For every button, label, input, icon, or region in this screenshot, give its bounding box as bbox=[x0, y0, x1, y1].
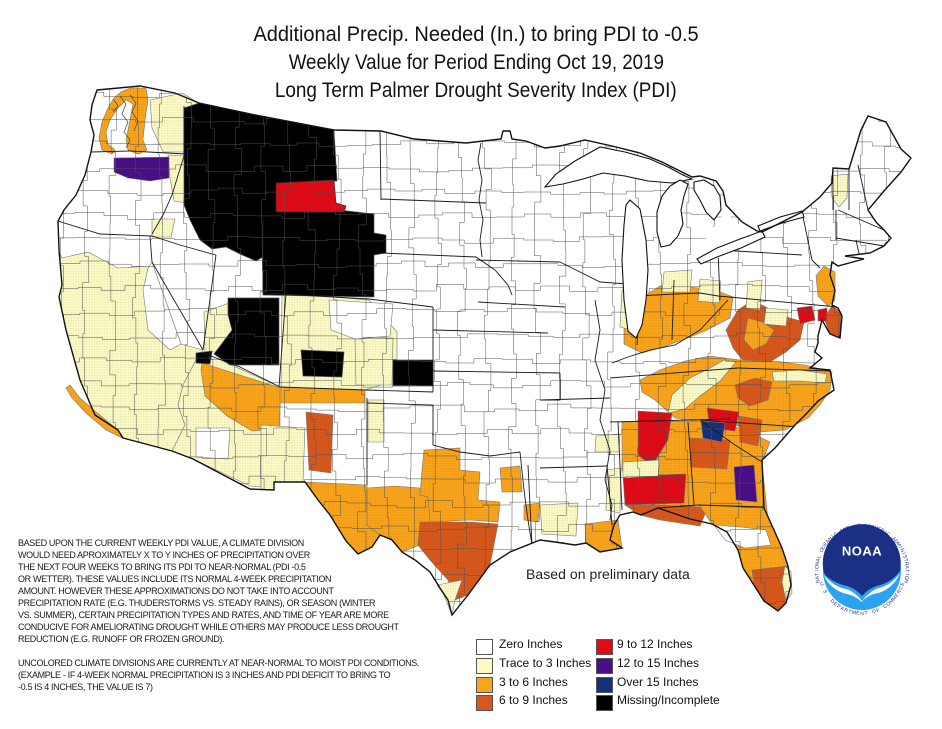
svg-text:I: I bbox=[904, 573, 910, 575]
svg-text:C: C bbox=[820, 544, 827, 551]
svg-text:C: C bbox=[898, 585, 905, 591]
svg-text:A: A bbox=[814, 575, 821, 580]
svg-text:R: R bbox=[843, 607, 849, 614]
svg-text:E: E bbox=[894, 592, 901, 599]
svg-text:.: . bbox=[824, 594, 829, 598]
svg-text:E: E bbox=[823, 541, 830, 548]
svg-text:C: C bbox=[882, 603, 889, 610]
svg-text:D: D bbox=[829, 598, 836, 605]
svg-text:T: T bbox=[904, 569, 910, 572]
svg-text:N: N bbox=[842, 526, 848, 533]
svg-text:R: R bbox=[903, 561, 910, 566]
svg-text:O: O bbox=[903, 575, 910, 580]
svg-text:M: M bbox=[888, 598, 895, 605]
svg-text:E: E bbox=[832, 601, 839, 608]
svg-text:A: A bbox=[890, 536, 897, 543]
svg-text:H: H bbox=[873, 525, 879, 532]
svg-text:F: F bbox=[876, 607, 881, 614]
svg-text:M: M bbox=[860, 523, 864, 529]
svg-text:E: E bbox=[876, 526, 882, 533]
svg-text:P: P bbox=[870, 524, 875, 531]
svg-text:I: I bbox=[831, 534, 836, 539]
svg-text:R: R bbox=[879, 528, 885, 535]
svg-text:U: U bbox=[818, 582, 825, 588]
svg-text:I: I bbox=[900, 552, 906, 556]
svg-text:A: A bbox=[853, 523, 858, 530]
svg-text:T: T bbox=[902, 558, 909, 562]
svg-text:E: E bbox=[899, 581, 906, 587]
svg-text:M: M bbox=[851, 610, 856, 617]
svg-text:A: A bbox=[815, 557, 822, 562]
svg-text:I: I bbox=[897, 545, 903, 549]
svg-text:A: A bbox=[839, 527, 845, 534]
svg-text:A: A bbox=[825, 538, 832, 545]
svg-text:O: O bbox=[872, 609, 878, 616]
svg-text:D: D bbox=[893, 538, 900, 545]
svg-text:O: O bbox=[814, 565, 820, 569]
svg-text:M: M bbox=[894, 541, 901, 548]
svg-text:O: O bbox=[863, 523, 867, 529]
svg-text:O: O bbox=[885, 601, 892, 608]
svg-text:NOAA: NOAA bbox=[842, 544, 882, 559]
svg-text:.: . bbox=[820, 587, 825, 590]
svg-text:I: I bbox=[883, 530, 887, 536]
svg-text:T: T bbox=[847, 609, 852, 616]
svg-text:D: D bbox=[846, 525, 852, 532]
svg-text:N: N bbox=[815, 561, 822, 566]
svg-text:C: C bbox=[833, 531, 840, 538]
svg-text:S: S bbox=[821, 589, 828, 595]
svg-text:T: T bbox=[864, 610, 868, 616]
svg-text:N: N bbox=[860, 611, 864, 617]
svg-text:L: L bbox=[816, 554, 823, 559]
svg-text:I: I bbox=[814, 570, 820, 571]
svg-text:N: N bbox=[902, 579, 909, 584]
svg-text:P: P bbox=[836, 603, 842, 610]
svg-text:C: C bbox=[885, 531, 892, 538]
svg-text:N: N bbox=[898, 547, 905, 553]
svg-text:M: M bbox=[891, 595, 898, 602]
svg-text:T: T bbox=[814, 572, 820, 575]
svg-text:N: N bbox=[815, 578, 822, 583]
svg-text:S: S bbox=[901, 554, 908, 560]
svg-text:N: N bbox=[827, 535, 834, 542]
svg-text:R: R bbox=[896, 588, 903, 594]
svg-text:A: A bbox=[903, 565, 909, 569]
svg-text:O: O bbox=[819, 547, 826, 553]
svg-text:S: S bbox=[867, 523, 872, 530]
svg-text:E: E bbox=[856, 610, 861, 616]
svg-text:T: T bbox=[857, 523, 860, 529]
svg-text:A: A bbox=[839, 605, 845, 612]
